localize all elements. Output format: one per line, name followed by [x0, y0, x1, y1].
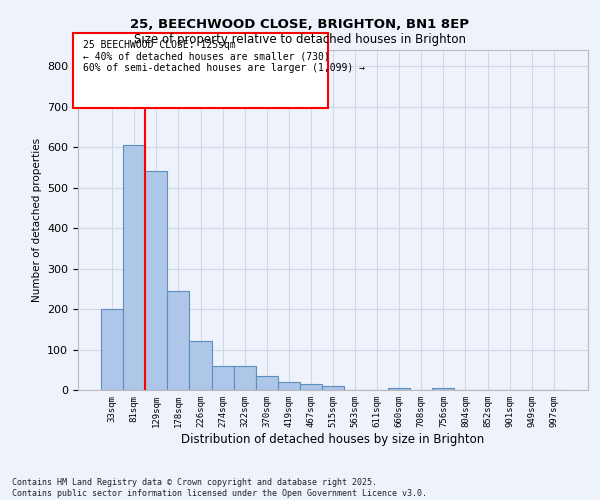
Bar	[233, 366, 256, 390]
Bar	[167, 291, 190, 390]
Text: 25, BEECHWOOD CLOSE, BRIGHTON, BN1 8EP: 25, BEECHWOOD CLOSE, BRIGHTON, BN1 8EP	[131, 18, 470, 30]
Bar	[300, 384, 322, 390]
Bar	[145, 172, 167, 390]
Bar	[322, 386, 344, 390]
Text: Contains HM Land Registry data © Crown copyright and database right 2025.
Contai: Contains HM Land Registry data © Crown c…	[12, 478, 427, 498]
Bar	[212, 366, 233, 390]
Text: 25 BEECHWOOD CLOSE: 125sqm
← 40% of detached houses are smaller (730)
60% of sem: 25 BEECHWOOD CLOSE: 125sqm ← 40% of deta…	[83, 40, 365, 73]
X-axis label: Distribution of detached houses by size in Brighton: Distribution of detached houses by size …	[181, 432, 485, 446]
Bar	[190, 342, 212, 390]
Bar	[278, 382, 300, 390]
Bar	[433, 388, 454, 390]
FancyBboxPatch shape	[73, 33, 328, 108]
Y-axis label: Number of detached properties: Number of detached properties	[32, 138, 41, 302]
Bar	[101, 309, 123, 390]
Bar	[256, 376, 278, 390]
Text: Size of property relative to detached houses in Brighton: Size of property relative to detached ho…	[134, 32, 466, 46]
Bar	[388, 388, 410, 390]
Bar	[123, 145, 145, 390]
